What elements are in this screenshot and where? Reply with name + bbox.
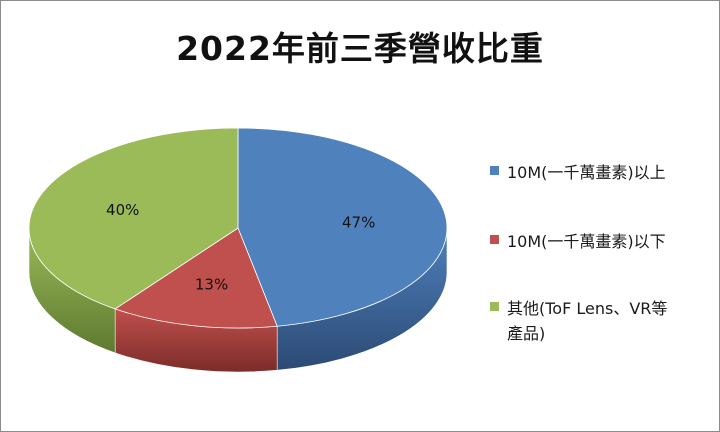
pie-slice — [114, 227, 278, 329]
slice-value-label: 40% — [106, 201, 139, 219]
pie-slice — [28, 127, 239, 310]
pie-slice — [237, 127, 448, 327]
slice-value-label: 47% — [342, 214, 375, 232]
chart-title: 2022年前三季營收比重 — [176, 29, 544, 68]
slice-value-label: 13% — [195, 276, 228, 294]
